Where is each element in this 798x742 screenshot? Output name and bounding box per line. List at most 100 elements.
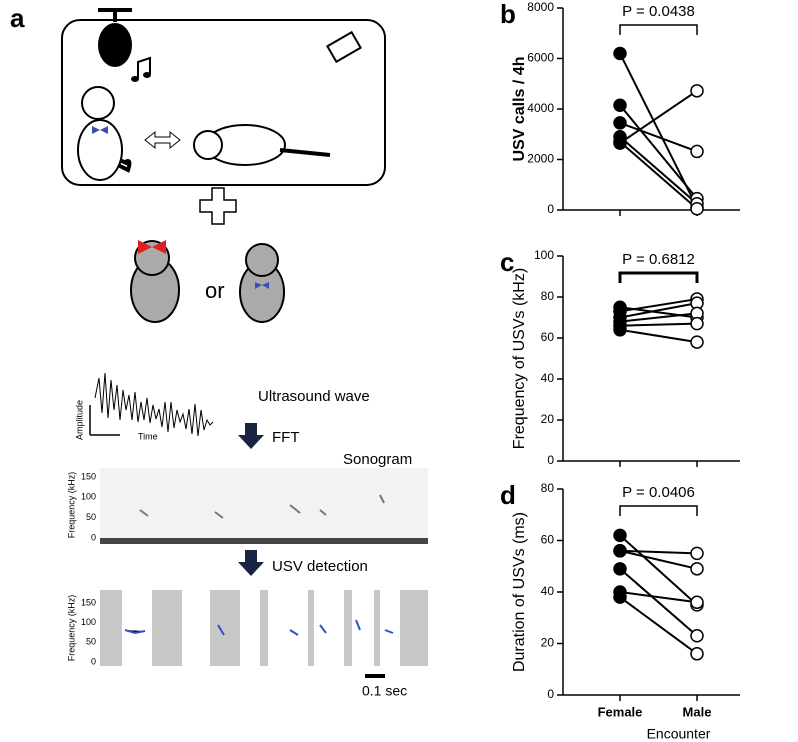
point <box>613 136 627 150</box>
x-tick-label: Female <box>598 704 643 719</box>
point <box>690 629 704 643</box>
panel-a: a or Amplitude Time Ultrasound wave FFT … <box>10 3 428 699</box>
point <box>690 84 704 98</box>
wave <box>94 372 214 437</box>
detected-calls <box>124 619 394 636</box>
note <box>137 56 151 78</box>
time-label: Time <box>138 431 158 441</box>
point <box>690 335 704 349</box>
y-tick-label: 80 <box>541 481 555 495</box>
y-tick-label: 40 <box>541 371 555 385</box>
y-tick-label: 60 <box>541 330 555 344</box>
wave-label: Ultrasound wave <box>258 388 370 405</box>
point <box>613 98 627 112</box>
sonogram-tick-label: 100 <box>81 492 96 502</box>
sonogram-label: Sonogram <box>343 451 412 468</box>
sonogram-tick-label: 0 <box>91 532 96 542</box>
point <box>613 528 627 543</box>
pair-line <box>619 312 698 323</box>
y-tick-label: 40 <box>541 584 555 598</box>
y-axis-label: Duration of USVs (ms) <box>511 512 528 672</box>
bowtie <box>92 126 108 134</box>
sonogram-floor <box>100 538 428 544</box>
pair-line <box>619 104 698 200</box>
point <box>613 116 627 130</box>
y-tick-label: 20 <box>541 412 555 426</box>
detection-windows <box>122 590 400 666</box>
arrow <box>144 130 181 150</box>
point <box>690 595 704 610</box>
down-arrow <box>238 423 264 449</box>
amplitude-label: Amplitude <box>74 400 84 440</box>
point <box>690 562 704 576</box>
y-tick-label: 8000 <box>527 0 554 14</box>
fft-label: FFT <box>272 429 300 446</box>
pair-line <box>619 534 698 606</box>
pair-line <box>619 141 698 210</box>
pair-line <box>619 568 698 637</box>
x-axis-label: Encounter <box>647 726 711 742</box>
y-tick-label: 2000 <box>527 152 554 166</box>
point <box>613 46 627 61</box>
pair-line <box>619 596 698 655</box>
lamp-stand <box>98 8 132 22</box>
mouse-head <box>245 243 279 277</box>
pair-line <box>619 302 698 319</box>
pair-line <box>619 298 698 313</box>
bracket <box>619 24 698 35</box>
note-head <box>131 76 139 82</box>
cage <box>61 19 386 186</box>
y-tick-label: 100 <box>534 248 554 262</box>
sonogram-tick-label: 100 <box>81 617 96 627</box>
bracket <box>619 505 698 516</box>
point <box>690 144 704 159</box>
x-tick-label: Male <box>683 704 712 719</box>
detection-label: USV detection <box>272 558 368 575</box>
point <box>690 316 704 331</box>
frequency-axis-label: Frequency (kHz) <box>66 595 76 662</box>
panel-label: b <box>500 0 516 29</box>
pair-line <box>619 322 698 327</box>
point <box>690 201 704 216</box>
y-tick-label: 60 <box>541 533 555 547</box>
mouse-head <box>193 130 223 160</box>
y-tick-label: 0 <box>547 202 554 216</box>
p-value: P = 0.6812 <box>622 251 695 268</box>
pair-line <box>619 89 698 144</box>
y-tick-label: 80 <box>541 289 555 303</box>
p-value: P = 0.0438 <box>622 3 695 20</box>
panel-label: c <box>500 247 514 277</box>
panel-label: a <box>10 3 25 33</box>
camera <box>326 30 362 64</box>
tail <box>279 148 331 157</box>
y-tick-label: 0 <box>547 453 554 467</box>
plus <box>199 187 237 225</box>
y-tick-label: 6000 <box>527 51 554 65</box>
p-value: P = 0.0406 <box>622 484 695 501</box>
point <box>613 323 627 337</box>
pair-line <box>619 121 698 153</box>
mouse <box>77 119 123 181</box>
y-tick-label: 20 <box>541 636 555 650</box>
sonogram-image <box>100 468 428 544</box>
tail <box>117 158 132 173</box>
sonogram-traces <box>139 494 385 519</box>
sonogram-tick-label: 150 <box>81 471 96 481</box>
mouse-head <box>81 86 115 120</box>
point <box>613 590 627 604</box>
scale-bar-label: 0.1 sec <box>362 683 407 699</box>
sonogram-tick-label: 0 <box>91 656 96 666</box>
wave-axes <box>89 405 120 436</box>
pair-line <box>619 549 698 555</box>
bow <box>138 240 166 254</box>
microphone <box>98 23 132 67</box>
y-axis-label: Frequency of USVs (kHz) <box>511 268 528 449</box>
or-text: or <box>205 278 225 303</box>
bracket <box>618 271 699 283</box>
pair-line <box>619 549 698 570</box>
frequency-axis-label: Frequency (kHz) <box>66 472 76 539</box>
y-tick-label: 4000 <box>527 101 554 115</box>
point <box>690 647 704 661</box>
pair-line <box>619 136 698 205</box>
